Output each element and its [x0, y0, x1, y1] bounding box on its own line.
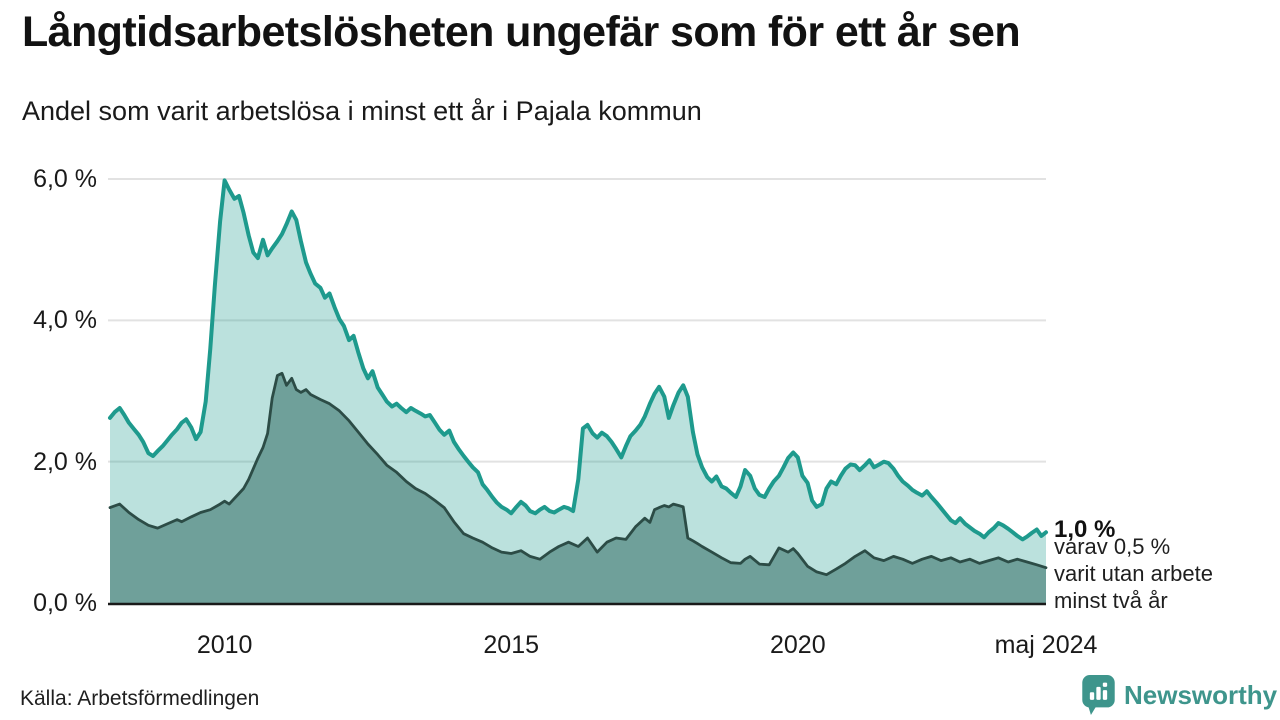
x-axis-tick-2020: 2020 — [770, 631, 826, 659]
y-axis-tick-4: 4,0 % — [33, 306, 97, 335]
page-subtitle: Andel som varit arbetslösa i minst ett å… — [22, 96, 702, 126]
newsworthy-logo-icon — [1082, 675, 1115, 715]
x-axis-tick-2010: 2010 — [196, 631, 253, 659]
breakdown-annotation-line3: minst två år — [1054, 588, 1168, 613]
newsworthy-wordmark: Newsworthy — [1124, 680, 1278, 710]
breakdown-annotation-line1: varav 0,5 % — [1054, 534, 1171, 559]
logo-bar-1 — [1089, 692, 1095, 700]
y-axis-tick-6: 6,0 % — [33, 165, 97, 193]
logo-bar-2 — [1096, 686, 1101, 700]
logo-bar-3 — [1102, 690, 1108, 700]
breakdown-annotation-line2: varit utan arbete — [1054, 561, 1213, 586]
page-title: Långtidsarbetslösheten ungefär som för e… — [22, 8, 1021, 56]
latest-value-annotation: 1,0 % — [1054, 516, 1116, 543]
y-axis-tick-0: 0,0 % — [33, 589, 97, 617]
x-axis-tick-maj-2024: maj 2024 — [994, 631, 1098, 659]
breakdown-annotation: varav 0,5 % varit utan arbete minst två … — [1054, 533, 1213, 614]
newsworthy-logo: Newsworthy — [1082, 675, 1277, 715]
source-note: Källa: Arbetsförmedlingen — [20, 687, 260, 710]
x-axis-tick-2015: 2015 — [483, 631, 540, 659]
y-axis-tick-2: 2,0 % — [33, 447, 97, 476]
logo-exclamation-dot — [1102, 682, 1108, 687]
